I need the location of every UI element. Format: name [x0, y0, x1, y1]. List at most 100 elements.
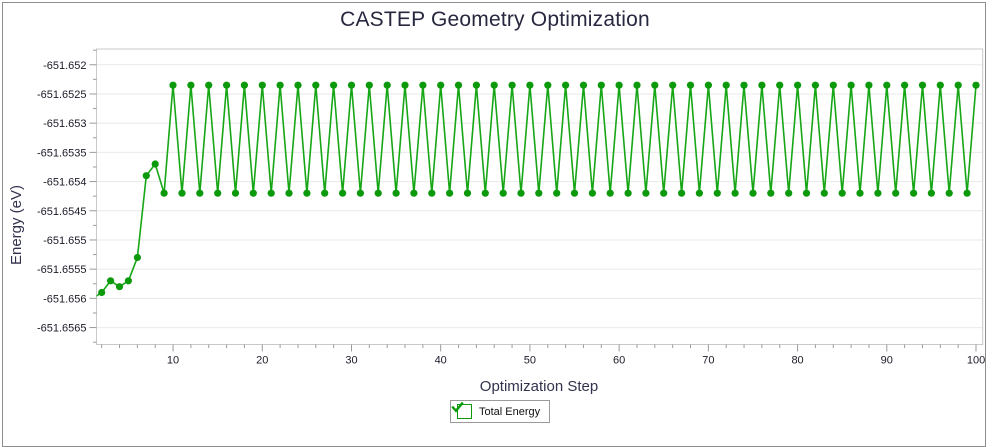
data-point — [633, 81, 641, 89]
data-point — [196, 189, 204, 197]
data-point — [579, 81, 588, 89]
x-tick-label: 100 — [967, 355, 985, 367]
data-point — [410, 189, 418, 197]
y-tick-label: -651.652 — [43, 60, 86, 72]
data-point — [794, 81, 802, 89]
data-point — [865, 81, 873, 89]
data-point — [205, 81, 213, 89]
y-axis-title: Energy (eV) — [8, 185, 25, 265]
data-point — [517, 189, 525, 197]
data-point — [767, 189, 775, 197]
data-point — [526, 81, 534, 89]
data-point — [160, 189, 168, 197]
data-point — [383, 81, 391, 89]
data-point — [276, 81, 284, 89]
data-point — [133, 253, 141, 262]
series-total-energy — [96, 81, 980, 297]
plot-area-border — [96, 48, 984, 345]
y-tick-label: -651.6545 — [37, 206, 87, 218]
data-point — [972, 81, 980, 89]
data-point — [535, 189, 543, 197]
data-point — [758, 81, 766, 89]
x-tick-label: 40 — [435, 355, 447, 367]
checkmark-icon — [451, 401, 464, 413]
data-point — [749, 189, 757, 197]
y-tick-label: -651.6535 — [37, 147, 87, 159]
data-point — [874, 189, 882, 197]
data-point — [678, 189, 686, 197]
data-point — [910, 189, 918, 197]
data-point — [490, 81, 498, 89]
data-point — [776, 81, 784, 89]
data-point — [472, 81, 480, 89]
data-point — [927, 189, 936, 197]
data-point — [115, 283, 124, 291]
data-point — [936, 81, 944, 89]
data-point — [892, 189, 900, 197]
data-point — [722, 81, 730, 89]
data-point — [365, 81, 373, 89]
data-point — [267, 189, 275, 197]
data-point — [963, 189, 971, 197]
data-point — [954, 81, 962, 89]
data-point — [374, 189, 382, 197]
data-point — [740, 81, 748, 89]
data-point — [124, 277, 132, 285]
data-point — [686, 81, 695, 89]
data-point — [454, 81, 463, 89]
data-point — [356, 189, 364, 197]
y-tick-label: -651.654 — [43, 177, 86, 189]
data-point — [178, 189, 186, 197]
data-point — [258, 81, 266, 89]
data-point — [419, 81, 427, 89]
x-tick-label: 90 — [881, 355, 893, 367]
data-point — [820, 189, 828, 197]
data-point — [660, 189, 668, 197]
data-point — [704, 81, 713, 89]
data-point — [553, 189, 561, 197]
y-tick-label: -651.6555 — [37, 264, 87, 276]
x-axis-title: Optimization Step — [480, 378, 598, 395]
data-point — [811, 81, 820, 89]
data-point — [499, 189, 507, 197]
data-point — [401, 81, 409, 89]
data-point — [856, 189, 864, 197]
data-point — [731, 189, 739, 197]
data-point — [240, 81, 248, 89]
data-point — [347, 81, 356, 89]
series-line — [96, 85, 977, 297]
data-point — [463, 189, 472, 197]
x-tick-label: 30 — [345, 355, 357, 367]
y-tick-label: -651.653 — [43, 118, 86, 130]
data-point — [428, 189, 436, 197]
data-point — [847, 81, 855, 89]
data-point — [249, 189, 257, 197]
data-point — [98, 288, 106, 297]
y-tick-label: -651.656 — [43, 293, 86, 305]
data-point — [562, 81, 570, 89]
data-point — [713, 189, 721, 197]
data-point — [901, 81, 909, 89]
series-markers — [98, 81, 980, 297]
data-point — [142, 172, 150, 180]
data-point — [606, 189, 614, 197]
data-point — [883, 81, 891, 89]
x-tick-label: 50 — [524, 355, 536, 367]
data-point — [570, 189, 579, 197]
data-point — [918, 81, 927, 89]
data-point — [312, 81, 320, 89]
data-point — [508, 81, 516, 89]
energy-chart-canvas: -651.652 -651.6525 -651.653 -651.6535 -651.6… — [8, 48, 985, 395]
data-point — [231, 189, 240, 197]
legend: Total Energy — [450, 400, 551, 423]
data-point — [624, 189, 632, 197]
data-point — [544, 81, 552, 89]
data-point — [945, 189, 953, 197]
data-point — [481, 189, 489, 197]
data-point — [588, 189, 597, 197]
legend-series-label: Total Energy — [479, 405, 541, 418]
data-point — [303, 189, 311, 197]
legend-checkbox[interactable] — [451, 401, 472, 419]
data-point — [321, 189, 329, 197]
data-point — [615, 81, 623, 89]
